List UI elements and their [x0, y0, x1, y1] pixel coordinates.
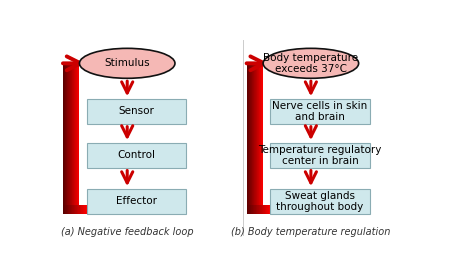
- Text: (a) Negative feedback loop: (a) Negative feedback loop: [61, 227, 193, 237]
- Bar: [83, 205, 84, 214]
- Bar: [85, 205, 86, 214]
- Text: Control: Control: [118, 150, 155, 160]
- Bar: [77, 205, 78, 214]
- Bar: [249, 205, 250, 214]
- Text: (b) Body temperature regulation: (b) Body temperature regulation: [231, 227, 391, 237]
- Bar: [84, 205, 85, 214]
- Bar: [247, 205, 248, 214]
- Text: Sweat glands
throughout body: Sweat glands throughout body: [276, 191, 364, 212]
- Bar: [258, 205, 259, 214]
- Bar: [262, 205, 263, 214]
- Bar: [254, 205, 255, 214]
- Bar: [64, 205, 65, 214]
- FancyBboxPatch shape: [87, 189, 186, 214]
- Bar: [68, 205, 69, 214]
- Text: Body temperature
exceeds 37°C: Body temperature exceeds 37°C: [264, 53, 358, 74]
- Bar: [248, 205, 249, 214]
- Bar: [251, 205, 252, 214]
- FancyBboxPatch shape: [87, 99, 186, 124]
- FancyBboxPatch shape: [87, 143, 186, 168]
- Text: Temperature regulatory
center in brain: Temperature regulatory center in brain: [258, 145, 382, 166]
- Ellipse shape: [80, 48, 175, 78]
- Bar: [246, 205, 247, 214]
- Ellipse shape: [263, 48, 359, 78]
- Bar: [76, 205, 77, 214]
- Text: Sensor: Sensor: [118, 106, 155, 116]
- Bar: [256, 205, 257, 214]
- Bar: [66, 205, 67, 214]
- Bar: [268, 205, 269, 214]
- Bar: [263, 205, 264, 214]
- Bar: [69, 205, 70, 214]
- Bar: [80, 205, 81, 214]
- Text: Effector: Effector: [116, 196, 157, 206]
- Bar: [265, 205, 266, 214]
- Text: Stimulus: Stimulus: [104, 58, 150, 68]
- Bar: [257, 205, 258, 214]
- Bar: [250, 205, 251, 214]
- Bar: [82, 205, 83, 214]
- FancyBboxPatch shape: [271, 143, 370, 168]
- Bar: [74, 205, 75, 214]
- Bar: [252, 205, 253, 214]
- Bar: [253, 205, 254, 214]
- Bar: [70, 205, 71, 214]
- Bar: [78, 205, 79, 214]
- Text: Nerve cells in skin
and brain: Nerve cells in skin and brain: [273, 101, 368, 122]
- Bar: [63, 205, 64, 214]
- Bar: [65, 205, 66, 214]
- Bar: [260, 205, 261, 214]
- Bar: [270, 205, 271, 214]
- Bar: [75, 205, 76, 214]
- FancyBboxPatch shape: [271, 99, 370, 124]
- Bar: [79, 205, 80, 214]
- Bar: [269, 205, 270, 214]
- Bar: [81, 205, 82, 214]
- FancyBboxPatch shape: [271, 189, 370, 214]
- Bar: [259, 205, 260, 214]
- Bar: [86, 205, 87, 214]
- Bar: [266, 205, 267, 214]
- Bar: [267, 205, 268, 214]
- Bar: [71, 205, 72, 214]
- Bar: [255, 205, 256, 214]
- Bar: [264, 205, 265, 214]
- Bar: [73, 205, 74, 214]
- Bar: [261, 205, 262, 214]
- Bar: [67, 205, 68, 214]
- Bar: [72, 205, 73, 214]
